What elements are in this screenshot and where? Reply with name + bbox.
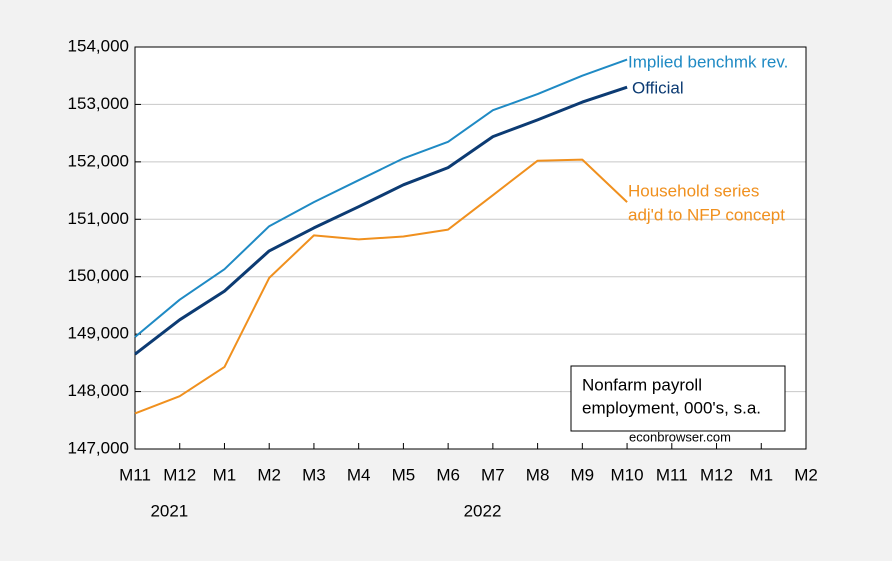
y-tick-label: 153,000 — [68, 94, 129, 113]
x-tick-label: M7 — [481, 465, 505, 484]
x-tick-label: M2 — [794, 465, 818, 484]
series-line — [134, 85, 628, 356]
x-tick-label: M12 — [163, 465, 196, 484]
x-tick-label: M1 — [213, 465, 237, 484]
y-tick-label: 147,000 — [68, 438, 129, 457]
x-tick-label: M11 — [656, 465, 688, 484]
x-tick-label: M5 — [392, 465, 416, 484]
y-tick-label: 151,000 — [68, 209, 129, 228]
y-tick-label: 148,000 — [68, 381, 129, 400]
series-label: Household series — [628, 181, 759, 200]
annotation-text: Nonfarm payroll — [582, 375, 702, 394]
x-tick-label: M3 — [302, 465, 326, 484]
annotation-text: employment, 000's, s.a. — [582, 398, 761, 417]
x-tick-label: M11 — [119, 465, 151, 484]
series-label: adj'd to NFP concept — [628, 205, 785, 224]
x-tick-label: M4 — [347, 465, 371, 484]
y-tick-label: 150,000 — [68, 266, 129, 285]
series-label: Implied benchmk rev. — [628, 52, 788, 71]
x-tick-label: M6 — [436, 465, 460, 484]
year-label: 2021 — [150, 501, 188, 520]
source-text: econbrowser.com — [629, 429, 731, 444]
plot-frame — [134, 46, 807, 450]
series-label: Official — [632, 78, 684, 97]
year-label: 2022 — [464, 501, 502, 520]
x-tick-label: M2 — [257, 465, 281, 484]
y-tick-label: 149,000 — [68, 324, 129, 343]
x-tick-label: M10 — [611, 465, 644, 484]
x-tick-label: M1 — [749, 465, 773, 484]
series-line — [134, 158, 628, 415]
annotation-box — [570, 365, 786, 432]
y-tick-label: 154,000 — [68, 36, 129, 55]
x-tick-label: M9 — [571, 465, 595, 484]
x-tick-label: M8 — [526, 465, 550, 484]
series-line — [134, 58, 628, 338]
y-tick-label: 152,000 — [68, 151, 129, 170]
x-tick-label: M12 — [700, 465, 733, 484]
